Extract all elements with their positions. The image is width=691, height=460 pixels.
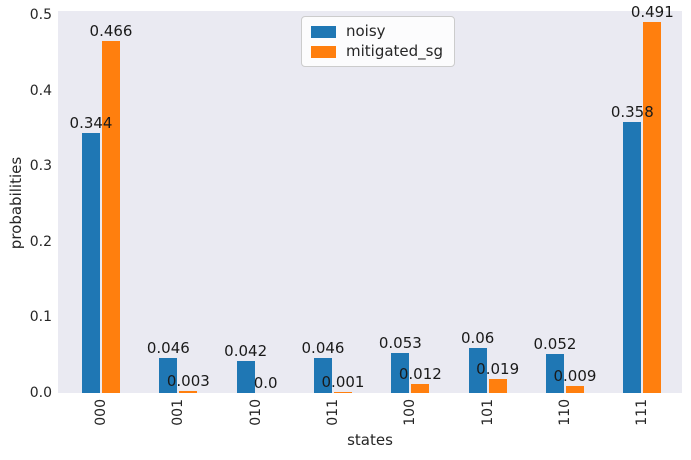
legend-entry-mitigated-sg: mitigated_sg xyxy=(311,44,443,59)
bar-value-label: 0.053 xyxy=(378,334,422,352)
bar-value-label: 0.491 xyxy=(630,3,674,21)
x-tick-label-100: 100 xyxy=(402,399,419,426)
bar-value-label: 0.0 xyxy=(253,374,278,392)
bar-value-label: 0.001 xyxy=(321,373,365,391)
legend-entry-noisy: noisy xyxy=(311,24,443,39)
bar-value-label: 0.019 xyxy=(476,360,520,378)
bar-value-label: 0.344 xyxy=(69,114,113,132)
bar-value-label: 0.466 xyxy=(89,22,133,40)
bar-noisy-100 xyxy=(391,353,410,393)
bar-value-label: 0.003 xyxy=(166,372,210,390)
bar-value-label: 0.012 xyxy=(398,365,442,383)
bar-noisy-001 xyxy=(159,358,178,393)
x-tick-label-011: 011 xyxy=(324,399,341,426)
bar-value-label: 0.046 xyxy=(301,339,345,357)
x-tick-label-111: 111 xyxy=(634,399,651,426)
bar-noisy-110 xyxy=(545,354,564,393)
x-tick-label-000: 000 xyxy=(93,399,109,426)
bar-mitigated_sg-111 xyxy=(643,22,662,393)
bar-value-label: 0.052 xyxy=(533,335,577,353)
bar-value-label: 0.009 xyxy=(553,367,597,385)
legend-label-mitigated-sg: mitigated_sg xyxy=(346,42,444,60)
legend-label-noisy: noisy xyxy=(346,22,386,40)
bar-mitigated_sg-000 xyxy=(102,41,120,393)
y-tick-label: 0.3 xyxy=(29,158,52,175)
plot-area: 0.344 0.466 0.046 0.003 0.042 0.0 0.046 0.001 0.… xyxy=(58,5,682,393)
bar-noisy-101 xyxy=(468,348,487,393)
x-axis-label: states xyxy=(347,431,393,449)
x-tick-label-110: 110 xyxy=(556,399,573,426)
x-axis-ticks: 000 001 010 011 100 101 110 111 xyxy=(58,399,682,433)
bar-value-label: 0.06 xyxy=(460,329,495,347)
bar-value-label: 0.046 xyxy=(146,339,190,357)
x-tick-label-010: 010 xyxy=(247,399,264,426)
y-tick-label: 0.2 xyxy=(29,233,52,250)
y-tick-label: 0.1 xyxy=(29,309,52,326)
bar-mitigated_sg-110 xyxy=(565,386,584,393)
bar-noisy-010 xyxy=(236,361,255,393)
bar-noisy-000 xyxy=(82,133,100,393)
x-tick-label-001: 001 xyxy=(170,399,187,426)
bar-noisy-011 xyxy=(313,358,332,393)
y-tick-label: 0.0 xyxy=(29,385,52,401)
bar-value-label: 0.042 xyxy=(224,342,268,360)
bar-mitigated_sg-100 xyxy=(411,384,430,393)
legend-swatch-noisy xyxy=(311,25,336,38)
y-axis-ticks: 0.0 0.1 0.2 0.3 0.4 0.5 xyxy=(0,7,52,400)
bar-value-label: 0.358 xyxy=(610,103,654,121)
bar-noisy-111 xyxy=(623,122,642,393)
bar-mitigated_sg-001 xyxy=(179,391,198,393)
bar-mitigated_sg-101 xyxy=(488,379,507,393)
x-tick-label-101: 101 xyxy=(479,399,496,426)
legend-swatch-mitigated-sg xyxy=(311,45,336,58)
y-tick-label: 0.4 xyxy=(29,82,52,99)
y-tick-label: 0.5 xyxy=(29,7,52,23)
bar-mitigated_sg-011 xyxy=(333,392,352,393)
legend: noisy mitigated_sg xyxy=(301,16,456,67)
